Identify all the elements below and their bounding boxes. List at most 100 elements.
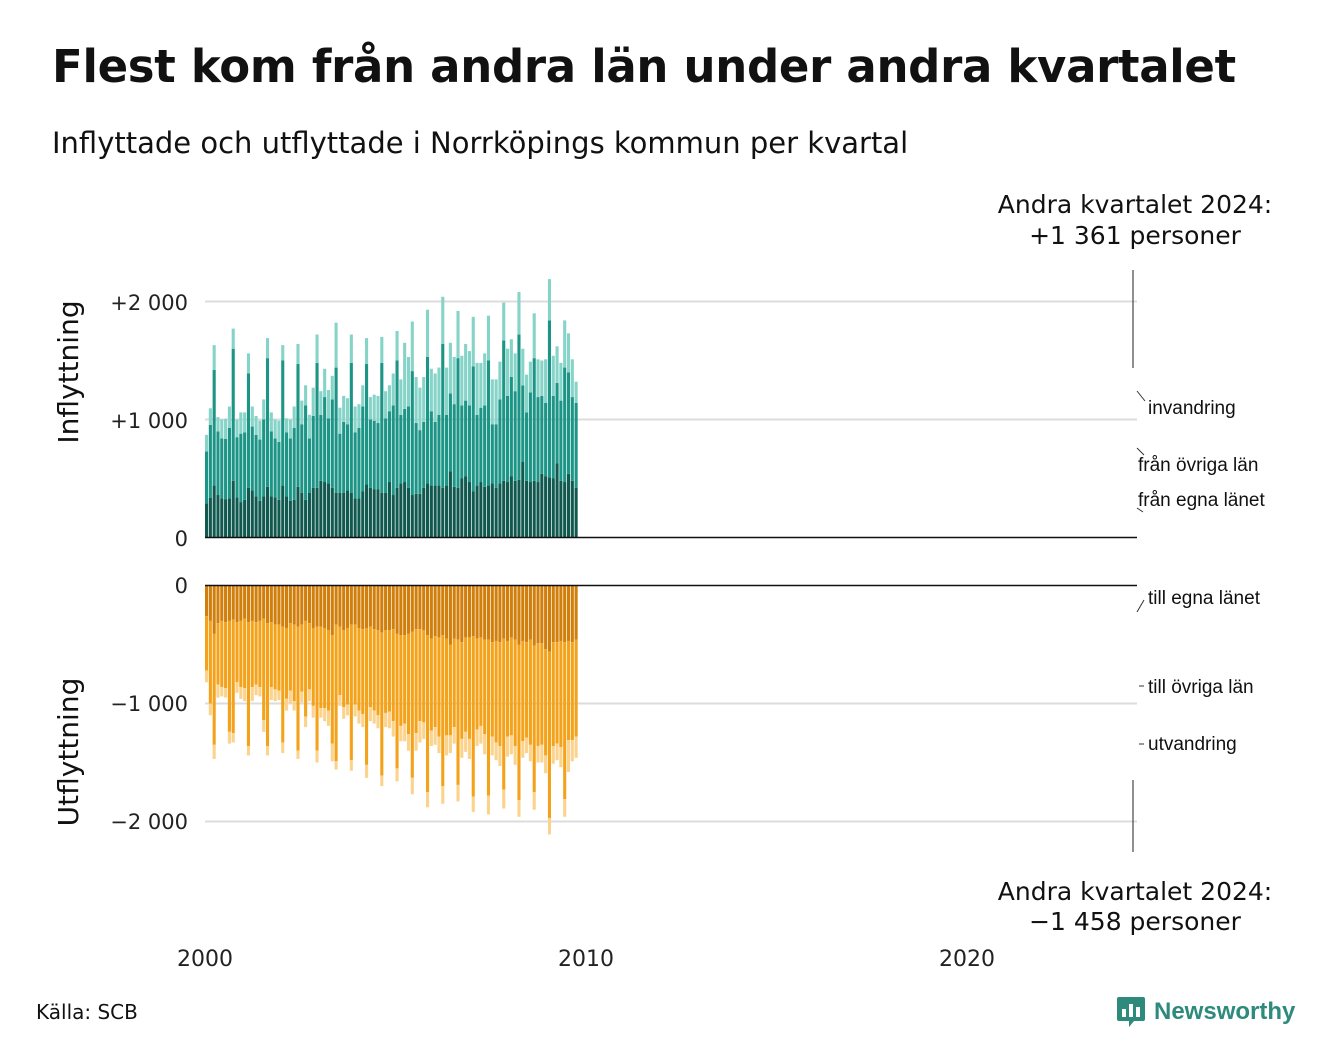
bar-out-s2-q32 <box>326 710 331 726</box>
bar-in-s2-q58 <box>425 309 430 357</box>
bar-out-s0-q18 <box>273 585 277 625</box>
bar-in-s1-q54 <box>410 371 414 496</box>
bar-out-s0-q83 <box>521 585 525 641</box>
bar-in-s0-q44 <box>372 489 376 538</box>
bar-in-s0-q39 <box>353 498 357 538</box>
chart-subtitle: Inflyttade och utflyttade i Norrköpings … <box>52 126 909 160</box>
bar-out-s0-q29 <box>315 585 319 627</box>
brand-logo[interactable]: Newsworthy <box>1116 992 1295 1032</box>
bar-out-s0-q76 <box>494 585 498 641</box>
bar-out-s0-q43 <box>368 585 372 627</box>
bar-out-s1-q8 <box>235 622 239 683</box>
bar-in-s1-q72 <box>479 407 483 483</box>
bar-in-s2-q68 <box>464 343 468 401</box>
bar-in-s1-q9 <box>239 433 243 503</box>
bar-out-s2-q41 <box>361 714 365 728</box>
bar-in-s1-q94 <box>563 367 567 483</box>
bar-in-s0-q96 <box>570 480 574 538</box>
bar-in-s2-q4 <box>220 419 224 439</box>
bar-out-s2-q18 <box>273 689 277 702</box>
bar-out-s1-q68 <box>464 637 468 732</box>
bar-out-s0-q25 <box>300 585 304 625</box>
bar-in-s1-q97 <box>574 402 578 488</box>
bar-out-s1-q61 <box>437 637 441 737</box>
bar-out-s1-q57 <box>422 630 426 723</box>
bar-in-s0-q60 <box>433 485 437 538</box>
bar-out-s2-q93 <box>559 747 563 768</box>
bar-out-s1-q89 <box>544 649 548 756</box>
bar-in-s1-q67 <box>460 405 464 479</box>
bar-in-s1-q91 <box>551 395 555 479</box>
bar-out-s2-q19 <box>277 690 281 700</box>
bar-out-s2-q97 <box>574 736 578 758</box>
bar-in-s2-q97 <box>574 381 578 403</box>
bar-out-s0-q1 <box>208 585 212 621</box>
bar-out-s1-q33 <box>330 635 334 744</box>
bar-in-s1-q41 <box>361 406 365 492</box>
bar-in-s2-q34 <box>334 322 338 368</box>
bar-in-s1-q62 <box>441 343 445 488</box>
bar-out-s0-q79 <box>505 585 510 641</box>
bar-in-s0-q13 <box>254 496 258 538</box>
bar-in-s0-q33 <box>330 487 334 538</box>
bar-out-s2-q52 <box>403 723 407 742</box>
bar-out-s2-q25 <box>300 691 304 703</box>
bar-out-s0-q90 <box>547 585 551 652</box>
bar-in-s0-q79 <box>505 482 510 538</box>
bar-in-s2-q82 <box>517 292 521 335</box>
bar-out-s2-q63 <box>445 735 449 756</box>
bar-out-s2-q12 <box>250 686 254 702</box>
bar-out-s2-q68 <box>464 731 468 752</box>
bar-in-s0-q87 <box>536 482 540 538</box>
bar-out-s2-q62 <box>441 786 445 804</box>
bar-in-s1-q18 <box>273 438 277 498</box>
bar-out-s0-q4 <box>220 585 224 621</box>
bar-out-s0-q49 <box>391 585 395 630</box>
bar-out-s1-q17 <box>269 622 273 687</box>
xtick-label-2020: 2020 <box>939 947 995 972</box>
bar-out-s2-q21 <box>285 698 289 711</box>
bar-out-s0-q97 <box>574 585 578 640</box>
bar-out-s0-q63 <box>445 585 449 639</box>
bar-out-s0-q69 <box>467 585 471 638</box>
bar-in-s0-q41 <box>361 491 365 538</box>
bar-out-s1-q76 <box>494 640 498 743</box>
bar-in-s1-q76 <box>494 424 498 488</box>
ytick-label-bottom-0: 0 <box>175 574 188 598</box>
bar-in-s0-q18 <box>273 497 277 538</box>
bar-in-s2-q63 <box>445 367 449 415</box>
bar-out-s1-q27 <box>307 623 311 690</box>
bar-in-s2-q47 <box>384 391 388 419</box>
bar-out-s0-q66 <box>456 585 460 640</box>
axis-layer: +2 000 +1 000 0 0 −1 000 −2 000 Inflyttn… <box>52 291 1137 972</box>
bar-out-s0-q47 <box>384 585 388 631</box>
bar-out-s0-q62 <box>441 585 445 636</box>
bar-out-s1-q45 <box>376 630 380 716</box>
bar-in-s2-q17 <box>269 412 273 432</box>
bar-in-s0-q32 <box>326 483 331 538</box>
bar-in-s1-q65 <box>452 404 456 487</box>
bar-out-s0-q40 <box>357 585 361 628</box>
bar-out-s1-q84 <box>525 642 529 738</box>
bar-in-s2-q57 <box>422 377 426 422</box>
bar-in-s0-q15 <box>262 496 266 538</box>
bar-in-s1-q6 <box>227 427 231 499</box>
bar-out-s2-q14 <box>258 686 262 697</box>
bar-in-s0-q74 <box>486 485 491 538</box>
bar-in-s2-q19 <box>277 420 281 442</box>
bar-out-s0-q70 <box>471 585 475 637</box>
bar-in-s2-q33 <box>330 375 334 400</box>
bar-in-s2-q16 <box>265 338 270 359</box>
bar-out-s1-q58 <box>425 635 430 792</box>
bar-in-s1-q27 <box>307 438 311 493</box>
bar-in-s1-q86 <box>532 358 536 481</box>
bar-in-s0-q91 <box>551 478 555 538</box>
bar-in-s2-q44 <box>372 394 376 421</box>
bar-out-s0-q55 <box>414 585 418 630</box>
bar-in-s1-q55 <box>414 423 418 494</box>
bar-out-s0-q27 <box>307 585 311 624</box>
bar-out-s2-q92 <box>555 743 559 761</box>
bar-out-s2-q46 <box>380 775 384 787</box>
bar-in-s1-q36 <box>342 421 346 493</box>
bar-out-s1-q60 <box>433 636 437 728</box>
